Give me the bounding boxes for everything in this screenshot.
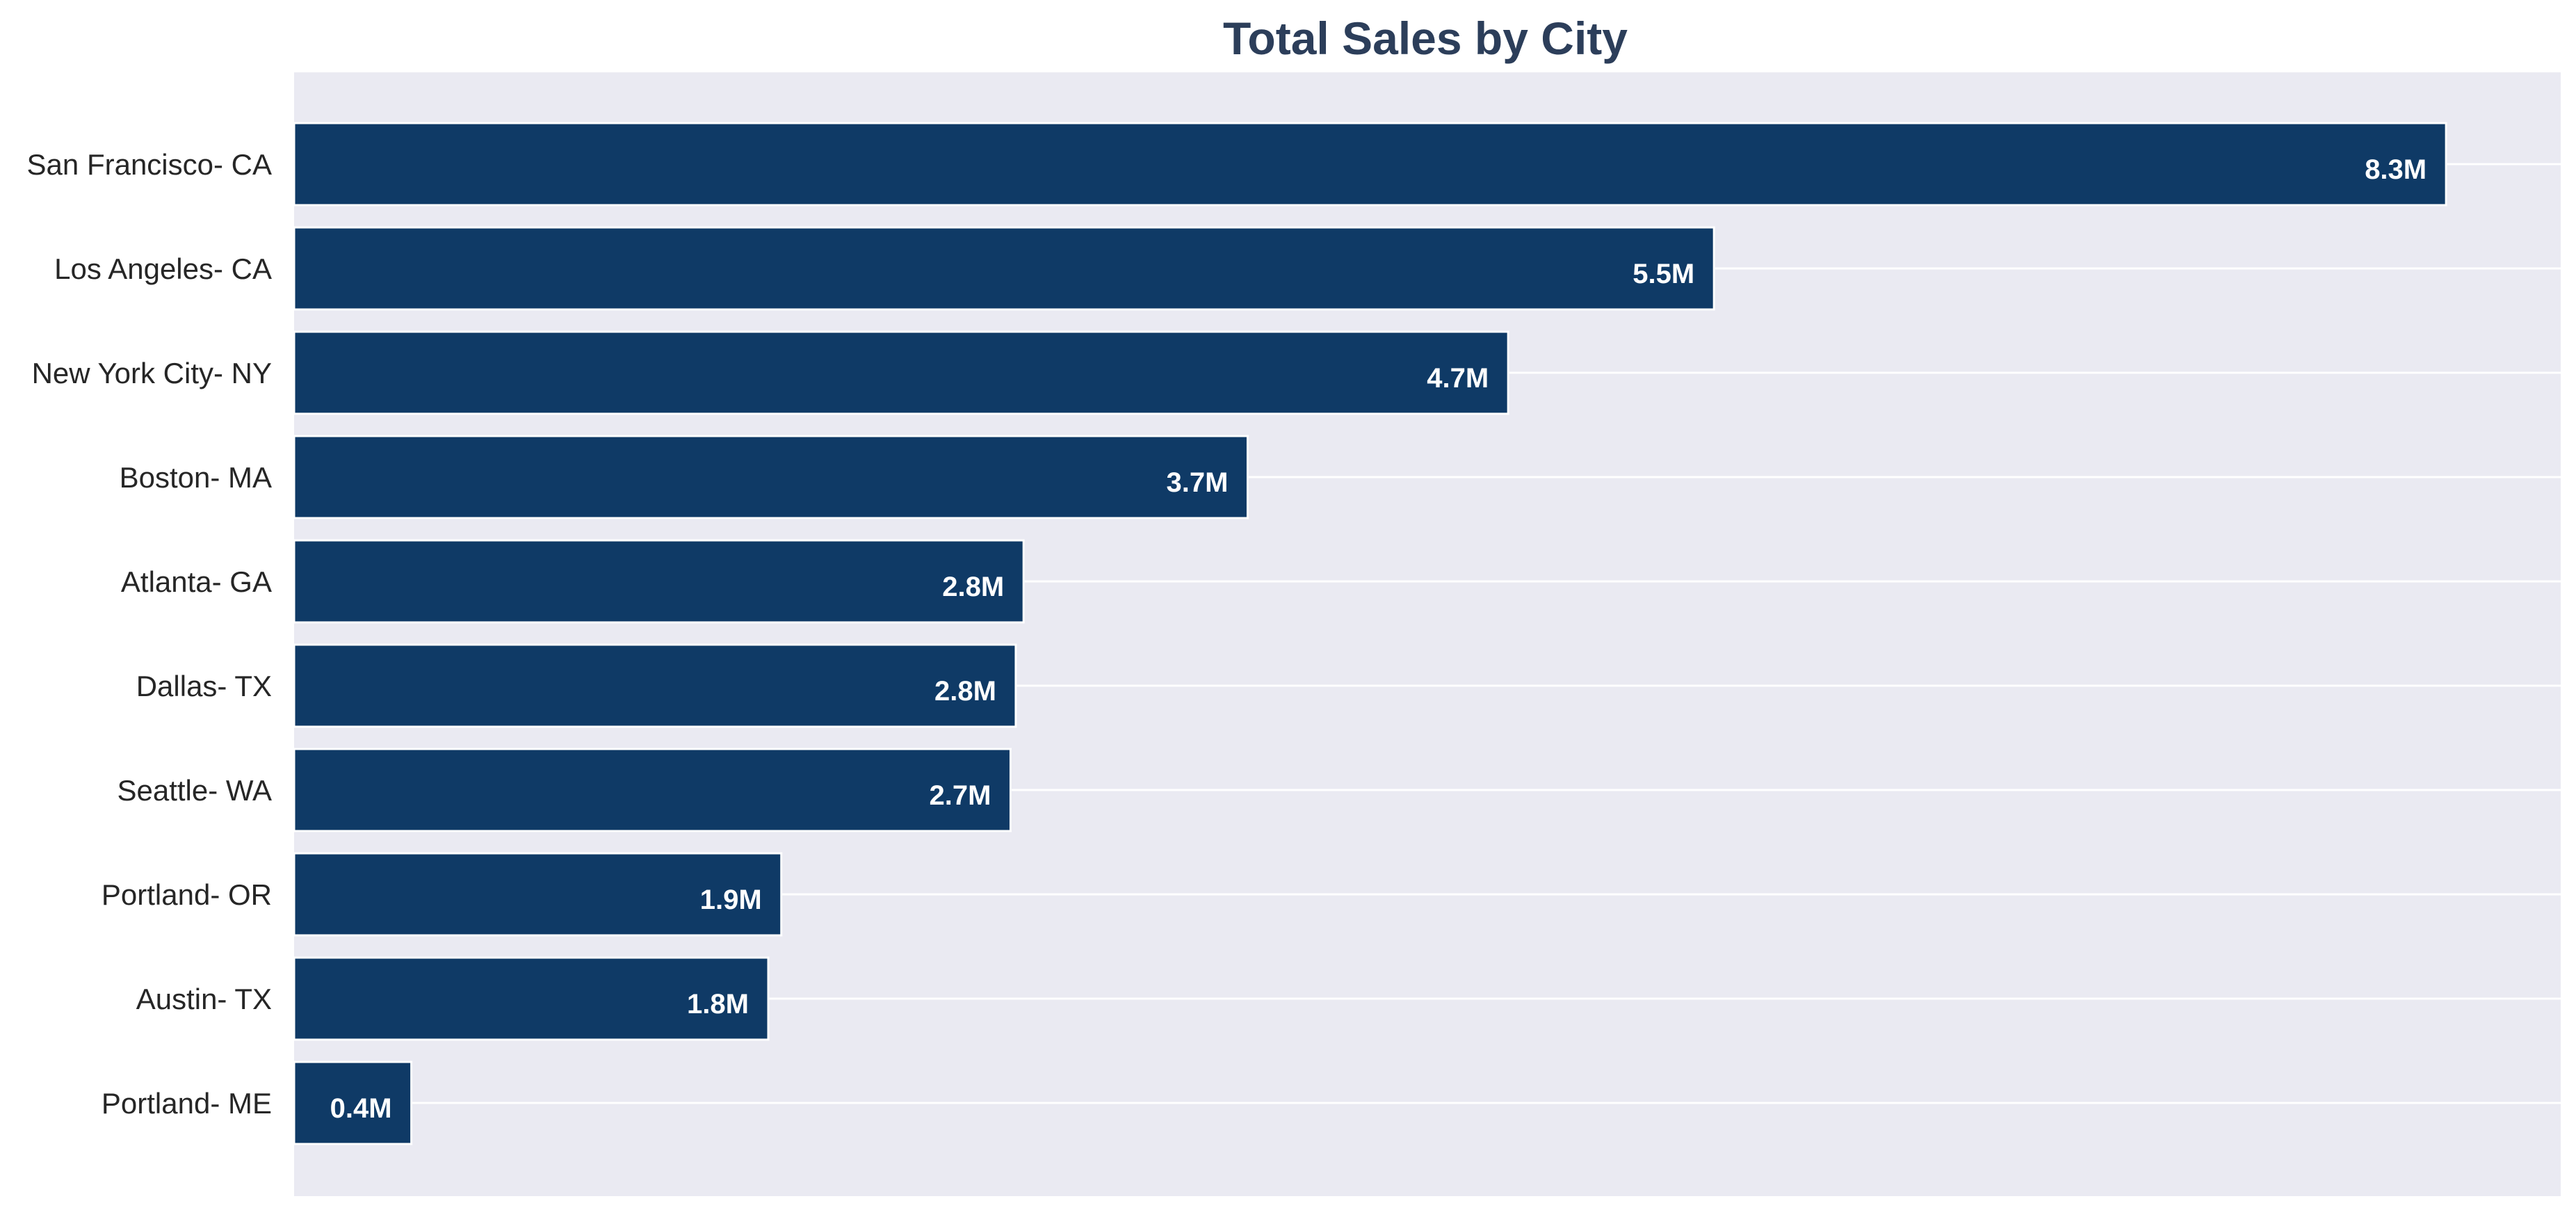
bar: [293, 956, 770, 1041]
bar: [293, 330, 1509, 415]
y-tick-label: Seattle- WA: [117, 774, 272, 807]
y-tick-label: Atlanta- GA: [121, 565, 272, 598]
y-tick-label: Portland- OR: [102, 878, 272, 911]
y-tick-label: New York City- NY: [32, 357, 272, 389]
bar-value-labels: 8.3M 5.5M 4.7M 3.7M 2.8M 2.8M 2.7M 1.9M 1.8M 0.4M: [330, 154, 2427, 1124]
bar: [293, 1061, 413, 1145]
bar-value-label: 0.4M: [330, 1093, 392, 1124]
bar-value-label: 2.8M: [942, 572, 1004, 602]
bar: [293, 643, 1017, 728]
bar-value-label: 8.3M: [2365, 154, 2427, 185]
bar-value-label: 3.7M: [1167, 467, 1229, 498]
bar: [293, 852, 783, 937]
y-tick-label: Los Angeles- CA: [54, 252, 272, 285]
bar-value-label: 2.7M: [930, 780, 991, 811]
bars: [293, 122, 2447, 1145]
y-axis-tick-labels: San Francisco- CA Los Angeles- CA New York…: [27, 148, 272, 1120]
y-tick-label: Austin- TX: [136, 983, 272, 1015]
bar-value-label: 5.5M: [1633, 259, 1694, 289]
bar: [293, 539, 1025, 624]
y-tick-label: Boston- MA: [120, 461, 272, 494]
chart-title: Total Sales by City: [1223, 13, 1628, 64]
bar-value-label: 1.9M: [700, 885, 762, 915]
bar-value-label: 1.8M: [687, 989, 749, 1019]
bar: [293, 226, 1715, 311]
bar-value-label: 4.7M: [1427, 363, 1489, 394]
y-tick-label: Portland- ME: [102, 1087, 272, 1120]
bar: [293, 122, 2447, 207]
y-tick-label: Dallas- TX: [136, 670, 272, 702]
bar-value-label: 2.8M: [934, 676, 996, 707]
y-tick-label: San Francisco- CA: [27, 148, 272, 181]
bar: [293, 435, 1249, 519]
bar: [293, 748, 1012, 832]
